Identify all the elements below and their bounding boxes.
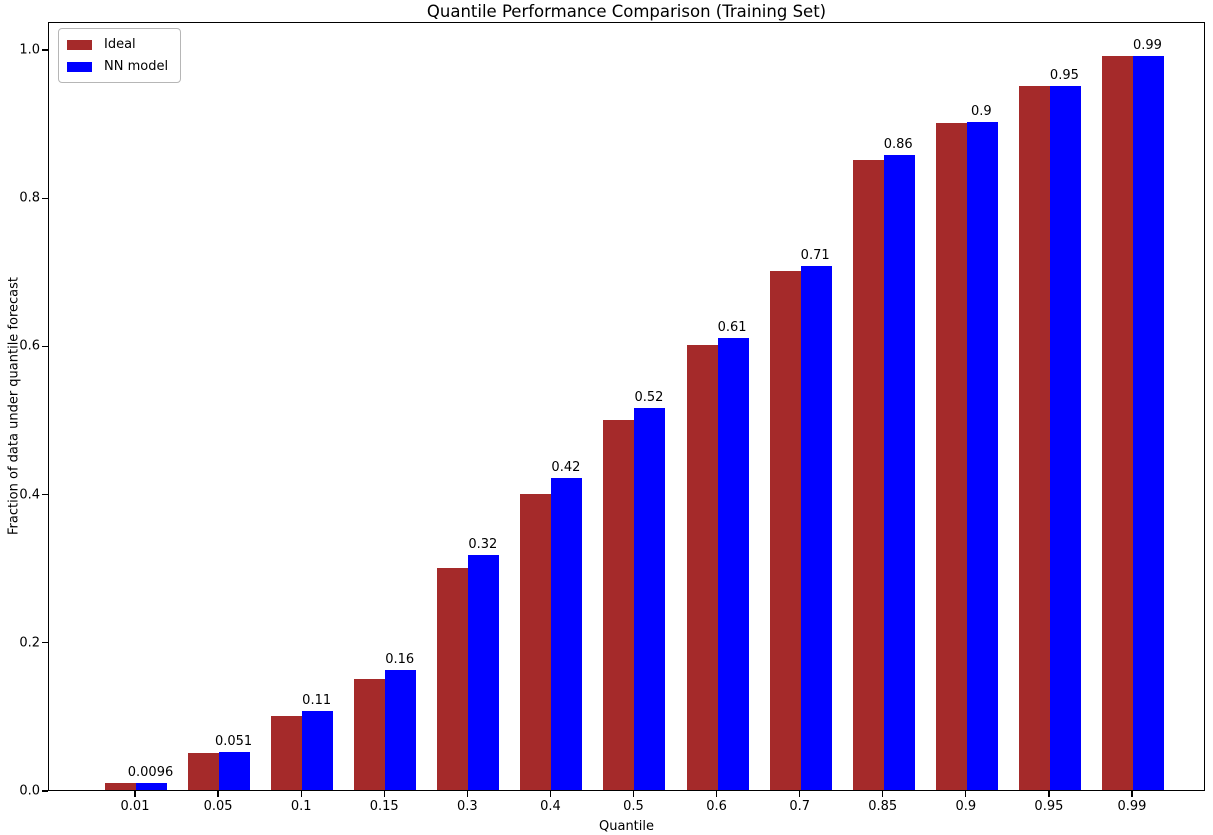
plot-area — [48, 22, 1205, 791]
x-tick-mark — [217, 791, 219, 797]
x-tick-mark — [715, 791, 718, 797]
bar-nn-model — [883, 154, 915, 790]
legend-swatch-nn-model-icon — [67, 61, 92, 72]
bar-value-label: 0.0096 — [127, 764, 174, 780]
bar-nn-model — [136, 782, 167, 790]
bar-ideal — [271, 715, 303, 790]
x-tick-label: 0.01 — [120, 799, 150, 814]
bar-nn-model — [385, 669, 417, 790]
y-tick-mark — [42, 197, 48, 199]
x-tick-mark — [632, 791, 635, 797]
x-tick-label: 0.9 — [955, 799, 977, 814]
x-tick-label: 0.95 — [1034, 799, 1064, 814]
legend: Ideal NN model — [58, 28, 182, 83]
bar-nn-model — [219, 752, 251, 790]
x-tick-mark — [383, 791, 385, 797]
bar-value-label: 0.71 — [800, 248, 830, 264]
bar-ideal — [852, 160, 884, 790]
bar-value-label: 0.16 — [385, 651, 415, 667]
bar-nn-model — [800, 266, 832, 790]
bar-value-label: 0.051 — [214, 734, 253, 750]
legend-swatch-ideal-icon — [67, 39, 92, 50]
x-tick-label: 0.6 — [706, 799, 727, 814]
bar-ideal — [686, 345, 718, 790]
bar-ideal — [1101, 56, 1133, 790]
y-tick-label: 0.2 — [19, 635, 40, 651]
bar-ideal — [603, 419, 635, 790]
bar-value-label: 0.32 — [468, 537, 498, 553]
x-tick-label: 0.1 — [290, 799, 312, 814]
bar-ideal — [769, 271, 801, 790]
legend-item-ideal: Ideal — [67, 37, 168, 52]
bar-ideal — [1018, 86, 1050, 790]
chart-title: Quantile Performance Comparison (Trainin… — [426, 2, 827, 21]
bar-value-label: 0.86 — [883, 136, 913, 152]
x-axis-label: Quantile — [599, 819, 654, 834]
y-tick-mark — [42, 49, 48, 51]
x-tick-label: 0.5 — [623, 799, 644, 814]
bar-value-label: 0.42 — [551, 460, 581, 476]
y-tick-mark — [42, 345, 48, 347]
bar-value-label: 0.9 — [970, 103, 992, 119]
y-tick-mark — [42, 494, 48, 496]
bar-nn-model — [468, 555, 500, 790]
x-tick-mark — [549, 791, 551, 797]
x-tick-label: 0.3 — [456, 799, 478, 814]
bar-value-label: 0.95 — [1049, 68, 1079, 84]
bar-value-label: 0.99 — [1133, 38, 1162, 54]
bar-ideal — [437, 567, 469, 790]
x-tick-mark — [965, 791, 967, 797]
x-tick-label: 0.05 — [203, 799, 233, 814]
bar-value-label: 0.52 — [634, 390, 664, 406]
bar-nn-model — [1049, 86, 1081, 790]
x-tick-mark — [882, 791, 884, 797]
y-tick-mark — [42, 790, 48, 792]
bar-ideal — [354, 678, 386, 790]
legend-label-ideal: Ideal — [104, 37, 136, 52]
x-tick-mark — [1131, 791, 1133, 797]
y-tick-label: 0.0 — [19, 783, 40, 799]
bar-ideal — [105, 782, 136, 790]
bar-nn-model — [717, 338, 749, 790]
x-tick-label: 0.7 — [789, 799, 810, 814]
bar-value-label: 0.61 — [717, 319, 747, 335]
y-tick-label: 0.8 — [19, 190, 40, 206]
x-tick-mark — [799, 791, 801, 797]
y-tick-label: 1.0 — [19, 42, 40, 58]
x-tick-label: 0.4 — [540, 799, 561, 814]
x-tick-mark — [134, 791, 136, 797]
x-tick-label: 0.15 — [369, 799, 399, 814]
bar-nn-model — [634, 408, 666, 790]
x-tick-mark — [1048, 791, 1050, 797]
legend-label-nn-model: NN model — [104, 59, 169, 74]
bar-nn-model — [302, 710, 334, 790]
bar-ideal — [188, 752, 220, 790]
bar-nn-model — [966, 121, 998, 790]
bar-ideal — [935, 123, 967, 790]
bar-ideal — [520, 493, 552, 790]
x-tick-label: 0.99 — [1117, 799, 1147, 814]
x-tick-label: 0.85 — [868, 799, 898, 814]
bar-value-label: 0.11 — [302, 692, 332, 708]
x-tick-mark — [300, 791, 302, 797]
bar-nn-model — [551, 478, 583, 790]
y-tick-mark — [42, 642, 48, 644]
x-tick-mark — [466, 791, 468, 797]
bar-nn-model — [1132, 56, 1164, 790]
y-tick-label: 0.6 — [19, 338, 40, 354]
y-tick-label: 0.4 — [19, 487, 40, 503]
legend-item-nn-model: NN model — [67, 59, 168, 74]
